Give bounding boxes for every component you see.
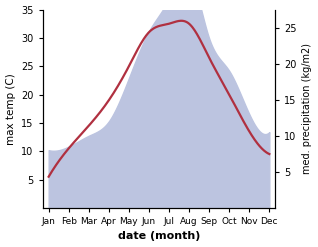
Y-axis label: max temp (C): max temp (C) [5,73,16,144]
Y-axis label: med. precipitation (kg/m2): med. precipitation (kg/m2) [302,43,313,174]
X-axis label: date (month): date (month) [118,231,200,242]
